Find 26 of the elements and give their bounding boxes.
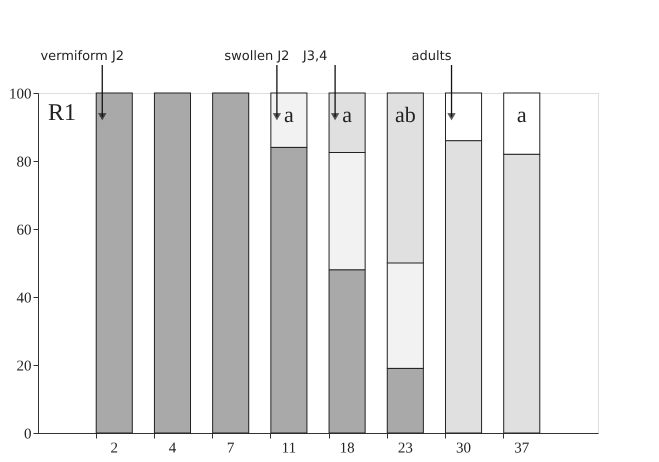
x-tick-label: 30 (456, 440, 472, 456)
x-tick-label: 11 (282, 440, 296, 456)
bar (154, 92, 192, 434)
bar (212, 92, 250, 434)
x-tick-label: 18 (340, 440, 355, 456)
annotation: ab (394, 102, 416, 127)
x-tick-label: 2 (110, 440, 118, 456)
y-tick-label: 80 (16, 154, 32, 170)
y-tick-label: 100 (9, 86, 32, 102)
annotation: a (342, 102, 352, 127)
x-tick-label: 7 (226, 440, 235, 456)
annotation: a (516, 102, 527, 127)
annotation: a (284, 102, 294, 127)
x-tick-label: 4 (168, 440, 177, 456)
annotation: R1 (48, 100, 76, 126)
x-tick-label: 37 (514, 440, 530, 456)
y-tick-label: 60 (16, 222, 32, 238)
text: adults (412, 49, 452, 64)
text: vermiform J2 (40, 49, 124, 64)
text: swollen J2 (224, 49, 290, 64)
text: J3,4 (302, 49, 328, 64)
y-tick-label: 0 (24, 426, 32, 442)
bar (96, 92, 133, 434)
x-tick-label: 23 (398, 440, 413, 456)
y-tick-label: 20 (16, 358, 32, 374)
y-tick-label: 40 (16, 290, 32, 306)
